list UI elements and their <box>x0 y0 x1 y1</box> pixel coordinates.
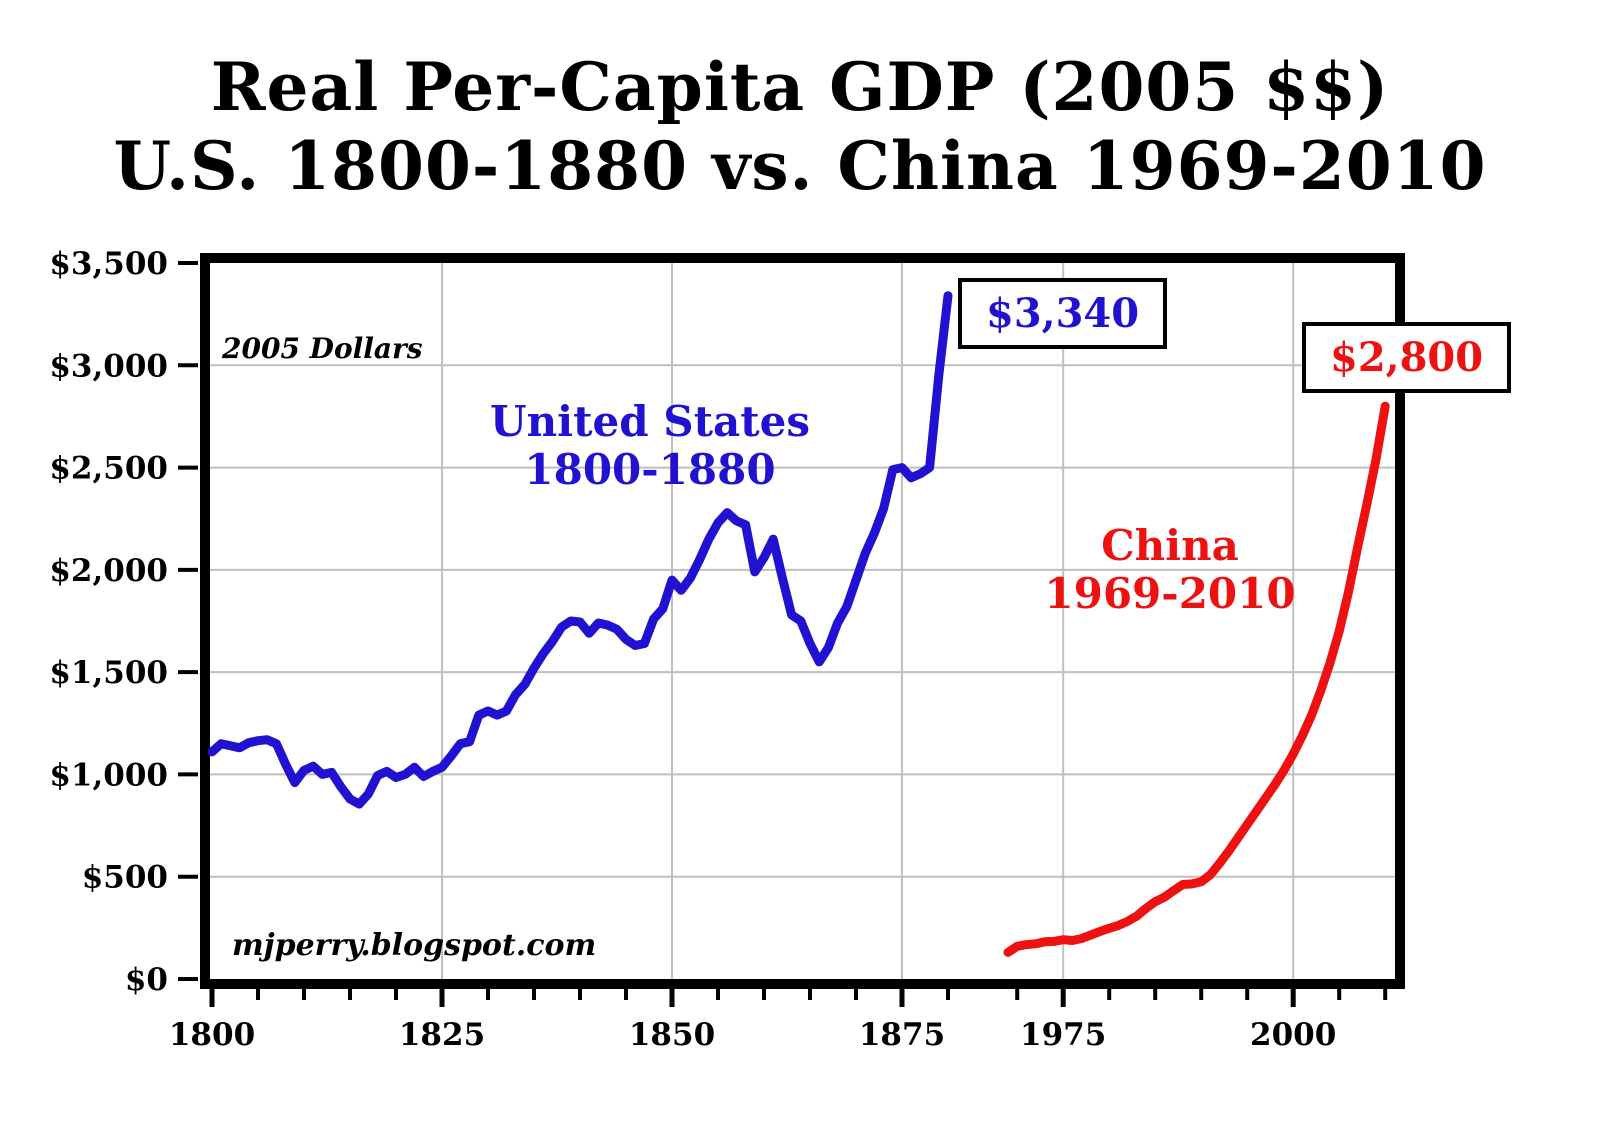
us-series-label-line2: 1800-1880 <box>524 445 776 495</box>
us-series-line <box>207 291 953 809</box>
x-axis-tick-label: 1975 <box>1020 1017 1106 1053</box>
x-axis-tick-label: 1800 <box>169 1017 255 1053</box>
units-note: 2005 Dollars <box>222 332 423 365</box>
source-credit: mjperry.blogspot.com <box>232 928 597 963</box>
plot-frame <box>200 253 1405 989</box>
y-axis-tick-label: $1,500 <box>49 655 168 691</box>
y-axis-tick-label: $3,500 <box>49 246 168 282</box>
y-axis-tick-label: $3,000 <box>49 348 168 384</box>
y-axis-tick-label: $0 <box>125 962 168 998</box>
china-endpoint-value: $2,800 <box>1330 334 1484 381</box>
x-axis-tick-label: 1875 <box>859 1017 945 1053</box>
china-series-line <box>1003 401 1390 957</box>
y-axis-tick-label: $2,500 <box>49 451 168 487</box>
x-axis-tick-label: 2000 <box>1250 1017 1336 1053</box>
chart-title-line1: Real Per-Capita GDP (2005 $$) <box>210 48 1390 126</box>
us-endpoint-value: $3,340 <box>986 290 1140 337</box>
us-series-label: United States 1800-1880 <box>440 397 860 495</box>
y-axis-tick-label: $2,000 <box>49 553 168 589</box>
x-axis-tick-label: 1850 <box>629 1017 715 1053</box>
china-endpoint-callout: $2,800 <box>1302 322 1512 393</box>
y-axis-tick-label: $1,000 <box>49 757 168 793</box>
x-axis-tick-label: 1825 <box>399 1017 485 1053</box>
china-series-label-line2: 1969-2010 <box>1044 569 1296 619</box>
china-series-label-line1: China <box>1101 521 1239 570</box>
us-endpoint-callout: $3,340 <box>958 278 1168 349</box>
us-series-label-line1: United States <box>490 397 810 446</box>
y-axis-tick-label: $500 <box>82 860 168 896</box>
china-series-label: China 1969-2010 <box>990 521 1350 619</box>
chart-title: Real Per-Capita GDP (2005 $$) U.S. 1800-… <box>0 48 1600 206</box>
chart-title-line2: U.S. 1800-1880 vs. China 1969-2010 <box>113 127 1487 206</box>
